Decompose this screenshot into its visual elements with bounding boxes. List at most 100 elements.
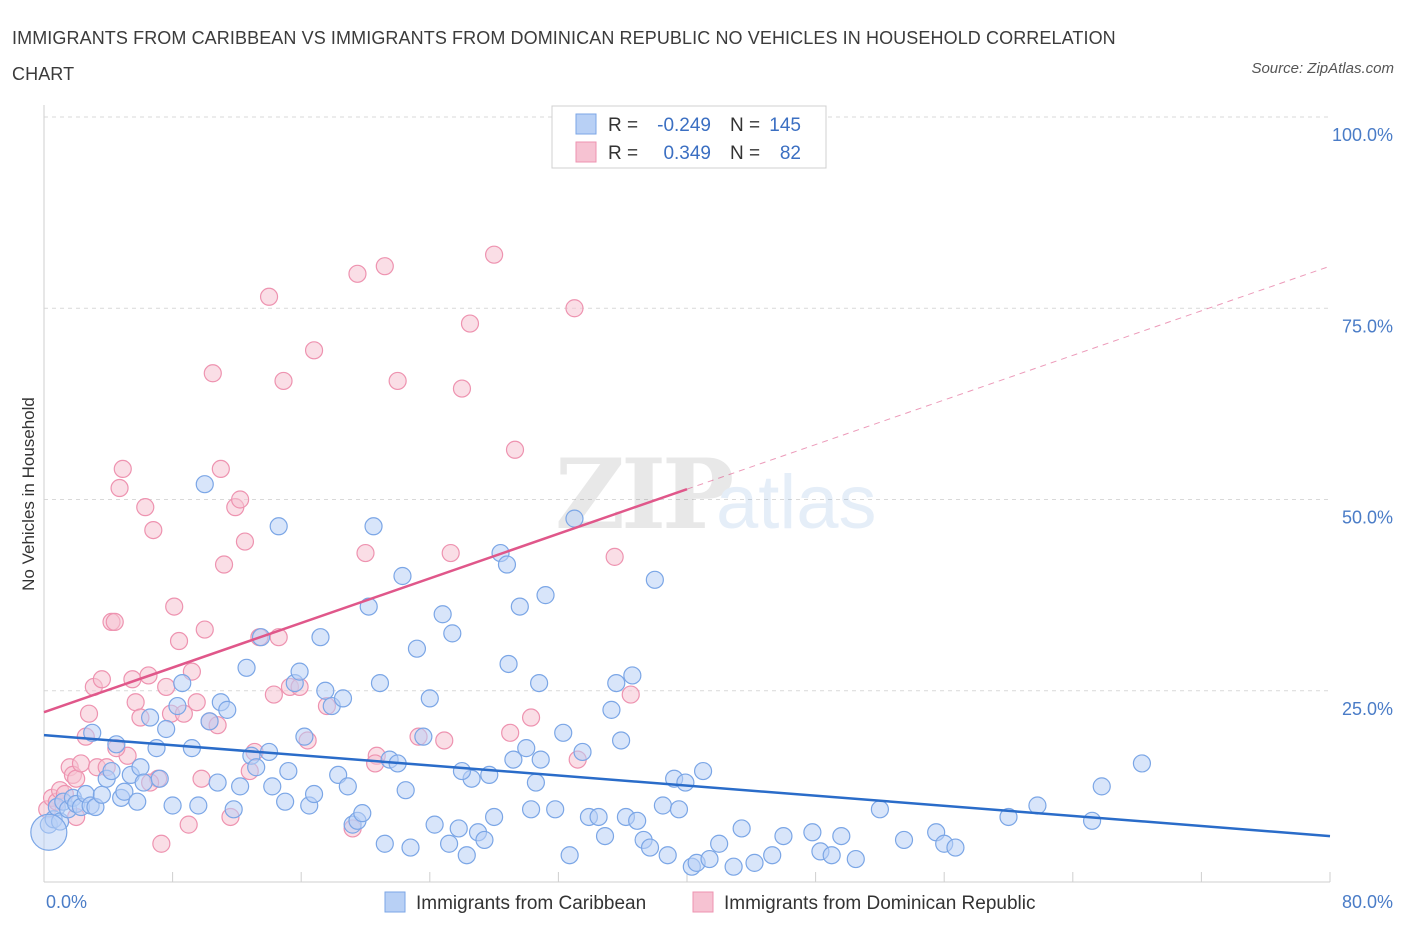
data-point-caribbean [526, 773, 545, 792]
data-point-caribbean [475, 830, 494, 850]
data-point-caribbean [407, 639, 427, 658]
data-point-caribbean [443, 624, 462, 643]
data-point-dominican [304, 341, 324, 360]
data-point-dominican [264, 685, 283, 704]
data-point-caribbean [449, 819, 468, 838]
data-point-caribbean [710, 834, 729, 853]
data-point-dominican [113, 459, 132, 478]
data-point-caribbean [263, 777, 282, 796]
data-point-caribbean [375, 834, 394, 853]
data-point-caribbean [279, 761, 298, 781]
data-point-caribbean [946, 838, 965, 857]
data-point-dominican [67, 769, 86, 788]
data-point-caribbean [396, 781, 415, 800]
y-tick-label: 25.0% [1342, 699, 1393, 719]
data-point-caribbean [420, 689, 439, 708]
bottom-legend-swatch-caribbean [384, 891, 406, 913]
grid-lines [44, 116, 1330, 692]
data-point-dominican [79, 704, 99, 723]
data-point-dominican [441, 543, 460, 563]
data-point-caribbean [401, 838, 420, 857]
data-point-caribbean [311, 628, 330, 647]
data-point-caribbean [623, 666, 642, 685]
trend-line-caribbean [43, 733, 1331, 838]
data-point-caribbean [290, 662, 309, 681]
data-point-caribbean [560, 846, 579, 865]
trend-line-dominican [43, 487, 688, 714]
data-point-caribbean [1082, 811, 1102, 830]
correlation-legend: R = -0.249 N = 145 R = 0.349 N = 82 [551, 105, 827, 169]
data-point-dominican [259, 287, 279, 306]
data-point-dominican [452, 379, 472, 398]
data-point-caribbean [607, 673, 626, 693]
legend-r-value: -0.249 [657, 115, 711, 136]
data-point-dominican [565, 299, 584, 318]
series-caribbean-points [30, 475, 1152, 876]
data-point-dominican [152, 834, 171, 853]
data-point-caribbean [189, 796, 208, 815]
data-point-dominican [485, 245, 504, 264]
data-point-dominican [375, 257, 394, 276]
data-point-caribbean [439, 834, 459, 853]
legend-r-value: 0.349 [663, 143, 711, 164]
y-tick-label: 100.0% [1332, 125, 1393, 145]
watermark-atlas: atlas [716, 460, 877, 545]
x-axis-ticks [43, 872, 1331, 882]
data-point-dominican [195, 620, 214, 639]
data-point-caribbean [269, 517, 288, 536]
data-point-caribbean [316, 681, 335, 700]
data-point-caribbean [676, 773, 695, 792]
data-point-caribbean [724, 857, 743, 876]
data-point-caribbean [163, 796, 182, 815]
data-point-dominican [501, 723, 520, 742]
data-point-dominican [136, 498, 155, 517]
data-point-caribbean [573, 742, 592, 762]
data-point-caribbean [295, 727, 314, 746]
y-tick-labels: 25.0% 50.0% 75.0% 100.0% [1332, 125, 1393, 719]
legend-r-label: R = [608, 143, 638, 164]
data-point-caribbean [510, 597, 529, 616]
data-point-caribbean [763, 846, 782, 865]
legend-swatch-dominican [575, 141, 597, 163]
data-point-caribbean [131, 758, 150, 777]
chart-source: Source: ZipAtlas.com [1251, 60, 1394, 77]
data-point-caribbean [745, 853, 764, 872]
data-point-caribbean [414, 727, 433, 746]
data-point-caribbean [237, 658, 256, 677]
data-point-caribbean-cluster [30, 813, 68, 851]
data-point-caribbean [499, 654, 518, 674]
data-point-dominican [144, 520, 163, 540]
data-point-caribbean [554, 723, 573, 742]
trend-line-dominican-extension [686, 265, 1331, 490]
data-point-caribbean [102, 761, 121, 781]
data-point-dominican [235, 532, 255, 551]
data-point-caribbean [195, 475, 214, 494]
data-point-caribbean [803, 823, 822, 842]
data-point-dominican [356, 543, 375, 563]
data-point-caribbean [128, 792, 147, 811]
data-point-dominican [348, 264, 367, 283]
data-point-caribbean [832, 826, 851, 846]
data-point-dominican [605, 547, 624, 566]
data-point-dominican [214, 555, 234, 574]
legend-n-label: N = [730, 115, 760, 136]
data-point-caribbean [1132, 754, 1152, 773]
data-point-dominican [110, 478, 129, 498]
data-point-caribbean [231, 777, 250, 796]
data-point-caribbean [168, 696, 187, 716]
data-point-caribbean [521, 800, 541, 819]
legend-n-label: N = [730, 143, 760, 164]
bottom-legend-swatch-dominican [692, 891, 714, 913]
data-point-caribbean [150, 769, 169, 788]
data-point-caribbean [224, 800, 243, 819]
legend-n-value: 82 [780, 143, 801, 164]
legend-n-value: 145 [769, 115, 801, 136]
data-point-dominican [435, 731, 454, 750]
data-point-caribbean [645, 570, 664, 589]
data-point-caribbean [700, 849, 719, 869]
data-point-dominican [187, 693, 206, 712]
data-point-dominican [71, 754, 91, 773]
data-point-dominican [169, 631, 189, 651]
data-point-caribbean [628, 811, 647, 830]
